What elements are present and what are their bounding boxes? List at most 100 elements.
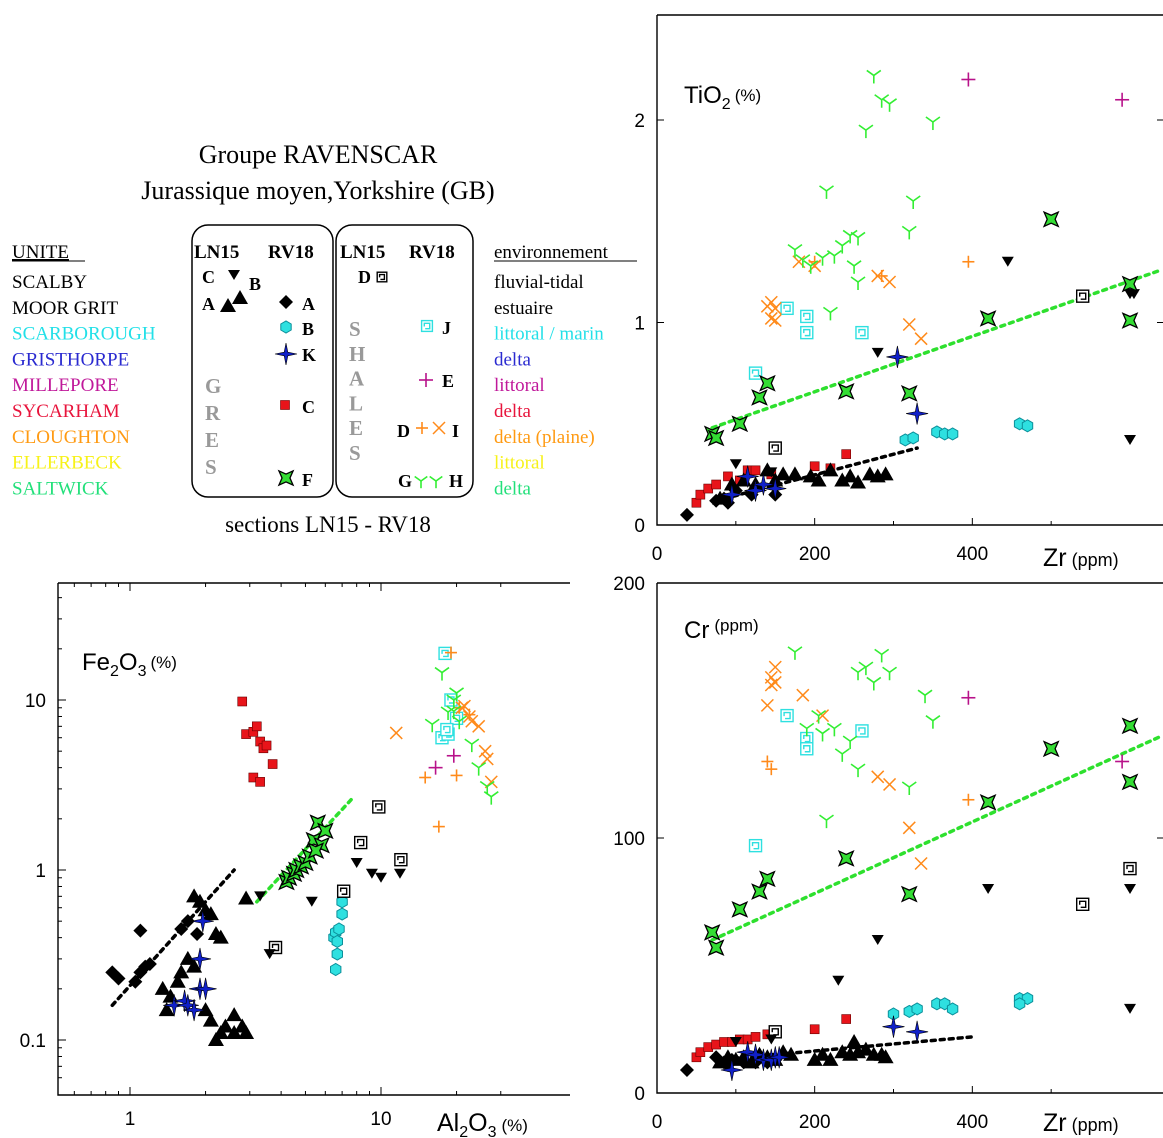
box1-rv18-label: RV18 — [268, 242, 314, 263]
symbol-letter: B — [302, 319, 314, 339]
tridown-point — [765, 1034, 778, 1045]
y-right — [932, 116, 941, 123]
series-Bhex — [899, 417, 1034, 447]
y-left — [901, 781, 910, 788]
tri-point — [238, 1024, 255, 1039]
spiral-inner — [271, 943, 280, 952]
y-tick-label: 10 — [25, 691, 46, 712]
y-left — [826, 722, 835, 730]
tri-point — [775, 466, 792, 481]
greenY-point — [811, 709, 827, 724]
unit-name: GRISTHORPE — [12, 349, 129, 370]
orangex-point — [883, 275, 897, 289]
series-I — [760, 660, 928, 871]
orangeplus-point — [419, 771, 432, 784]
greenY-point — [850, 763, 866, 778]
orangeplus-point — [432, 820, 445, 833]
y-tick-label: 1 — [634, 314, 645, 335]
symbol-letter: K — [302, 345, 316, 365]
tri-point — [857, 1041, 874, 1056]
y-left — [464, 738, 473, 745]
orangex-point — [764, 295, 778, 309]
spiral-outer — [372, 800, 386, 814]
star-point — [176, 994, 199, 1017]
y-right — [822, 727, 831, 735]
y-right — [431, 718, 440, 725]
series-J — [748, 301, 869, 380]
spiral-outer — [1075, 289, 1090, 303]
blackspiral-point — [372, 800, 386, 814]
x-b — [902, 317, 916, 332]
y-left — [850, 231, 859, 239]
xstar-point — [900, 885, 918, 903]
tri-point — [759, 462, 776, 477]
greenY-point — [882, 666, 898, 681]
symbol-letter: C — [202, 267, 215, 287]
xstar-point — [731, 415, 749, 433]
y-left — [858, 124, 867, 131]
xlabel-sub2: 3 — [488, 1124, 497, 1138]
xstar-point — [316, 822, 334, 840]
spiral-outer — [800, 325, 814, 340]
y-right — [889, 98, 898, 105]
star-point — [736, 465, 759, 488]
greenY-point — [449, 687, 465, 701]
greenY-point — [787, 646, 803, 660]
unit-environment: estuaire — [494, 298, 553, 319]
cyanspiral-point — [800, 309, 814, 324]
xstar-point — [1121, 312, 1139, 329]
x-tick-label: 0 — [652, 1112, 663, 1133]
x-b — [883, 777, 897, 791]
unit-environment: littoral — [494, 375, 545, 396]
orangex-point — [764, 311, 778, 325]
spiral-inner — [447, 696, 455, 704]
x-b — [792, 255, 806, 269]
square-point — [841, 449, 852, 459]
purplecross-point — [961, 690, 976, 705]
square-point — [750, 465, 761, 476]
x-tick-label: 200 — [799, 544, 831, 565]
x-b — [768, 660, 782, 674]
shales-letter: L — [349, 391, 363, 415]
series-J — [748, 708, 869, 853]
y-right — [841, 239, 850, 247]
diamond-point — [679, 507, 694, 522]
purplecross-point — [961, 72, 976, 87]
xstar-point — [731, 901, 749, 918]
spiral-outer — [336, 884, 351, 898]
greenY-point — [901, 781, 917, 795]
square-point — [841, 1014, 852, 1024]
series-B — [154, 888, 255, 1046]
xlabel-unit: (ppm) — [1072, 1115, 1119, 1135]
star-point — [720, 1058, 743, 1082]
orangex-point — [768, 660, 782, 674]
greenY-point — [483, 791, 499, 805]
y-right — [873, 69, 882, 77]
cyanspiral-point — [440, 722, 454, 737]
y-left — [787, 243, 796, 251]
tri-point — [207, 1032, 224, 1046]
tri-point — [846, 1034, 863, 1048]
greenY-point — [901, 225, 917, 240]
star-point — [906, 402, 929, 425]
unit-name: ELLERBECK — [12, 453, 122, 474]
x-axis-label: Zr (ppm) — [1043, 544, 1119, 572]
spiral-outer — [800, 742, 814, 756]
greenY-point — [834, 748, 850, 762]
y-left — [822, 306, 831, 314]
unit-name: SCARBOROUGH — [12, 324, 156, 345]
y-right — [435, 475, 443, 482]
ylabel-sub: 2 — [722, 96, 731, 113]
ylabel-sub1: 2 — [110, 663, 119, 680]
tri-point — [834, 472, 851, 487]
shales-letter: S — [349, 441, 361, 465]
tri-point — [814, 1046, 831, 1061]
legend-star-symbol — [274, 342, 298, 366]
gres-letter: R — [205, 401, 221, 425]
xstar-point — [703, 924, 721, 941]
star-point — [173, 989, 196, 1012]
x-tick-label: 0 — [652, 544, 663, 565]
